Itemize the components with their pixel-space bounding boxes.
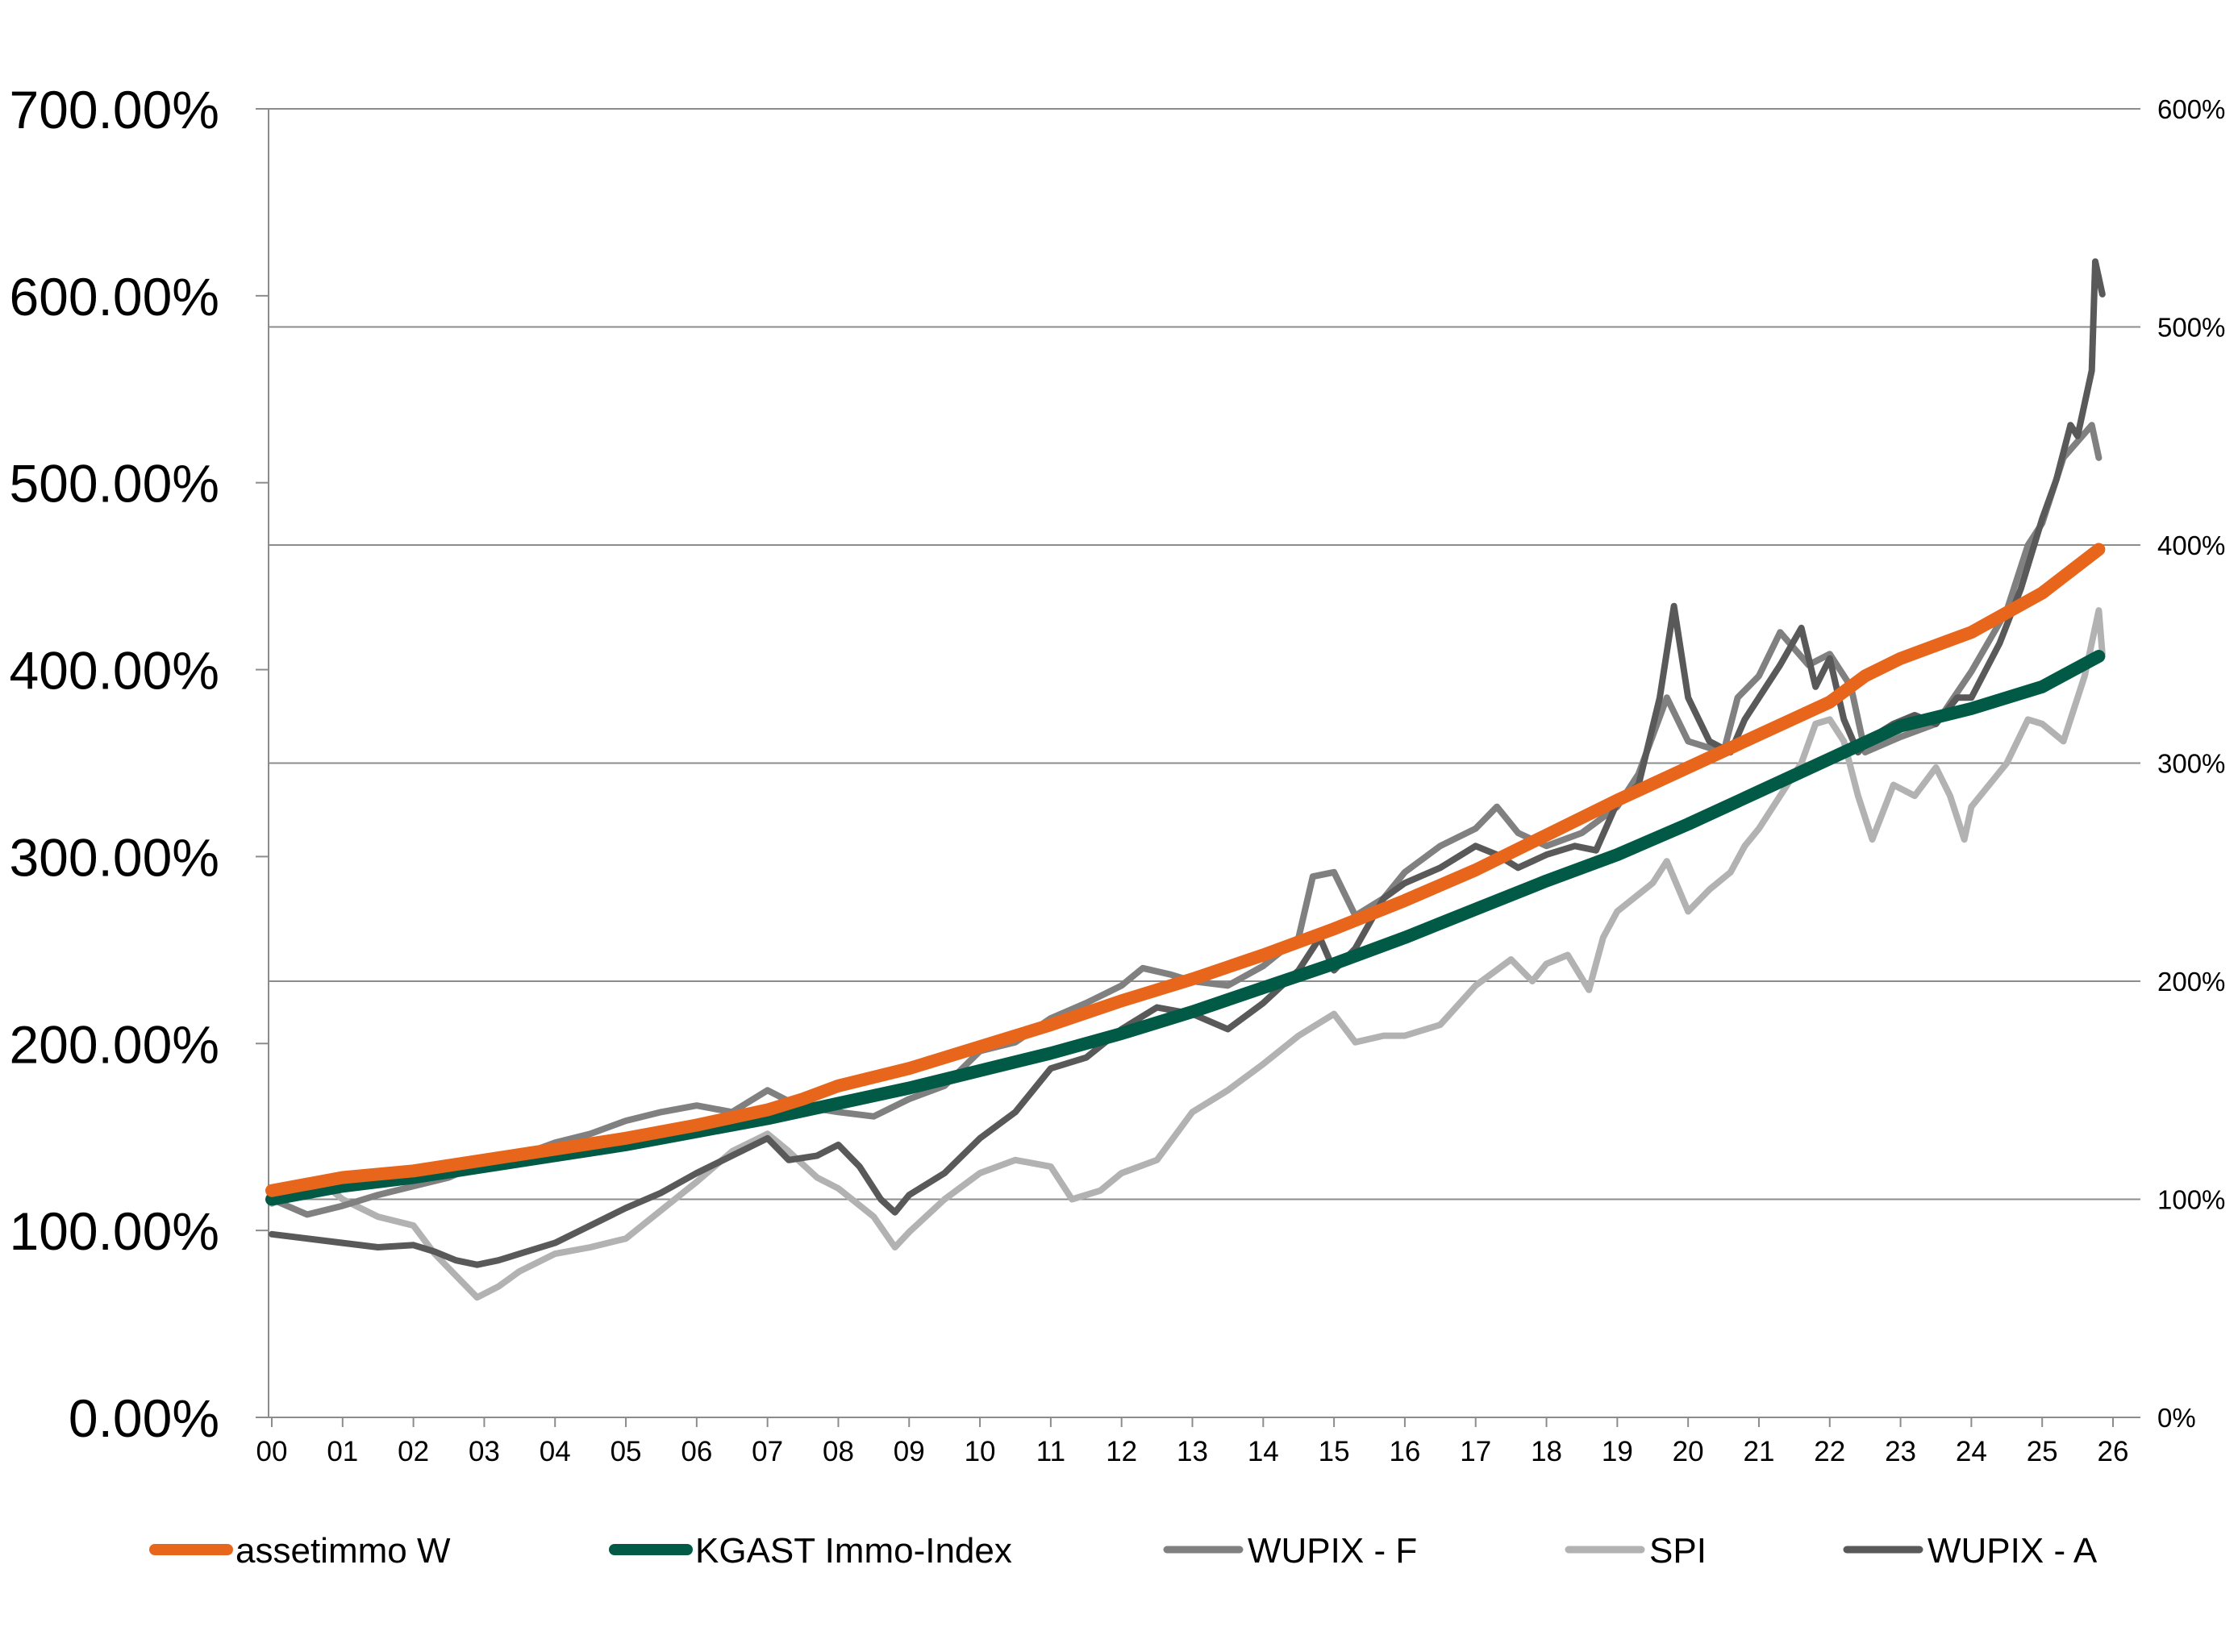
series-line-kgast-immo-index bbox=[265, 650, 2106, 1206]
x-tick-label: 12 bbox=[1106, 1436, 1137, 1467]
legend-label-spi: SPI bbox=[1649, 1531, 1707, 1571]
x-tick-label: 16 bbox=[1389, 1436, 1420, 1467]
right-tick-label: 600% bbox=[2157, 94, 2225, 124]
x-tick-label: 00 bbox=[256, 1436, 288, 1467]
x-tick-label: 09 bbox=[894, 1436, 925, 1467]
right-tick-label: 500% bbox=[2157, 313, 2225, 343]
right-tick-label: 400% bbox=[2157, 531, 2225, 560]
legend-label-wupix-f: WUPIX - F bbox=[1248, 1531, 1417, 1571]
x-tick-label: 18 bbox=[1531, 1436, 1562, 1467]
x-tick-label: 03 bbox=[469, 1436, 500, 1467]
right-tick-label: 300% bbox=[2157, 749, 2225, 779]
left-tick-label: 400.00% bbox=[9, 641, 219, 701]
left-tick-label: 600.00% bbox=[9, 267, 219, 327]
left-tick-label: 100.00% bbox=[9, 1201, 219, 1261]
legend-label-kgast-immo-index: KGAST Immo-Index bbox=[695, 1531, 1012, 1571]
x-tick-label: 25 bbox=[2027, 1436, 2058, 1467]
right-tick-label: 100% bbox=[2157, 1185, 2225, 1215]
right-tick-label: 0% bbox=[2157, 1403, 2196, 1433]
axes bbox=[256, 108, 2140, 1427]
left-tick-label: 700.00% bbox=[9, 80, 219, 139]
legend-label-wupix-a: WUPIX - A bbox=[1928, 1531, 2098, 1571]
left-tick-label: 200.00% bbox=[9, 1014, 219, 1074]
x-tick-label: 07 bbox=[752, 1436, 783, 1467]
series-layer bbox=[265, 258, 2106, 1301]
x-tick-label: 14 bbox=[1248, 1436, 1279, 1467]
x-tick-label: 24 bbox=[1956, 1436, 1987, 1467]
x-tick-label: 17 bbox=[1460, 1436, 1491, 1467]
left-tick-label: 0.00% bbox=[69, 1388, 219, 1448]
x-tick-label: 19 bbox=[1602, 1436, 1633, 1467]
series-line-wupix-f bbox=[269, 422, 2103, 1218]
x-tick-label: 05 bbox=[611, 1436, 642, 1467]
series-line-assetimmo-w bbox=[265, 543, 2106, 1197]
x-tick-label: 13 bbox=[1177, 1436, 1208, 1467]
gridlines bbox=[269, 108, 2128, 1201]
x-tick-label: 15 bbox=[1319, 1436, 1350, 1467]
series-line-spi bbox=[269, 607, 2106, 1301]
left-axis-ticks: 0.00% 100.00% 200.00% 300.00% 400.00% 500.00%… bbox=[9, 80, 219, 1448]
x-axis-ticks: 00 01 02 03 04 05 06 07 08 09 10 11 12 13 14 15 16 17 18 19… bbox=[256, 1436, 2129, 1467]
x-tick-label: 11 bbox=[1036, 1436, 1065, 1467]
x-tick-label: 06 bbox=[681, 1436, 712, 1467]
x-tick-label: 22 bbox=[1814, 1436, 1845, 1467]
x-tick-label: 02 bbox=[398, 1436, 429, 1467]
x-tick-label: 23 bbox=[1885, 1436, 1916, 1467]
x-tick-label: 21 bbox=[1743, 1436, 1774, 1467]
right-tick-label: 200% bbox=[2157, 967, 2225, 997]
legend-label-assetimmo-w: assetimmo W bbox=[235, 1531, 451, 1571]
legend: assetimmo W KGAST Immo-Index WUPIX - F SPI W… bbox=[149, 1531, 2098, 1571]
left-tick-label: 300.00% bbox=[9, 827, 219, 887]
x-tick-label: 04 bbox=[540, 1436, 571, 1467]
x-tick-label: 10 bbox=[965, 1436, 996, 1467]
x-tick-label: 26 bbox=[2098, 1436, 2129, 1467]
x-tick-label: 01 bbox=[327, 1436, 358, 1467]
x-tick-label: 08 bbox=[823, 1436, 854, 1467]
right-axis-ticks: 0% 100% 200% 300% 400% 500% 600% bbox=[2157, 94, 2225, 1433]
left-tick-label: 500.00% bbox=[9, 454, 219, 514]
x-tick-label: 20 bbox=[1673, 1436, 1704, 1467]
